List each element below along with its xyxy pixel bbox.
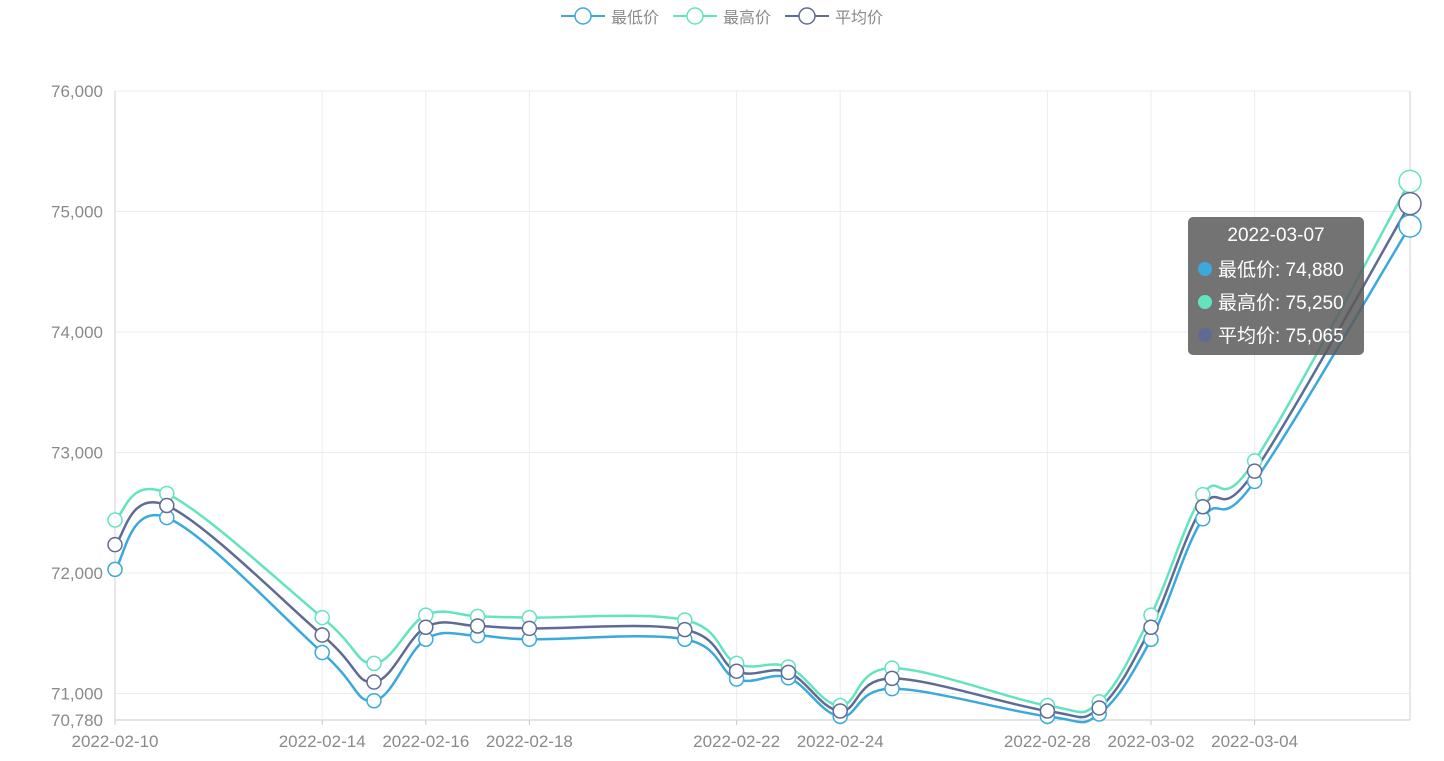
data-point-avg xyxy=(1246,463,1263,479)
data-point-avg xyxy=(677,621,693,638)
data-point-avg xyxy=(469,618,486,634)
tooltip-dot-low xyxy=(1198,261,1212,276)
tooltip-value-high: 最高价: 75,250 xyxy=(1218,293,1344,314)
data-point-avg xyxy=(366,674,382,690)
data-point-low xyxy=(314,644,330,661)
data-point-high xyxy=(107,512,123,528)
data-point-avg xyxy=(107,536,123,553)
data-point-high xyxy=(1398,169,1422,194)
data-point-avg xyxy=(418,619,434,635)
legend-label-high: 最高价 xyxy=(722,10,771,27)
legend-item-high[interactable]: 最高价 xyxy=(672,4,771,28)
data-point-high xyxy=(314,609,330,626)
y-tick-label: 71,000 xyxy=(51,684,103,703)
tooltip-title: 2022-03-07 xyxy=(1227,225,1325,246)
legend-item-low[interactable]: 最低价 xyxy=(560,4,659,28)
tooltip-row-avg: 平均价: 75,065 xyxy=(1198,321,1354,348)
x-tick-label: 2022-02-28 xyxy=(1004,732,1091,751)
data-point-avg xyxy=(780,664,797,681)
y-tick-label: 74,000 xyxy=(51,323,103,342)
data-point-avg xyxy=(314,627,330,643)
x-tick-label: 2022-03-04 xyxy=(1211,732,1298,751)
data-point-low xyxy=(1398,214,1422,238)
legend: 最低价 最高价 平均价 xyxy=(0,4,1444,28)
legend-label-low: 最低价 xyxy=(610,10,659,27)
x-tick-label: 2022-02-22 xyxy=(693,732,780,751)
data-point-high xyxy=(366,655,382,672)
data-point-avg xyxy=(1091,700,1107,716)
x-tick-label: 2022-02-10 xyxy=(72,732,159,751)
tooltip-row-high: 最高价: 75,250 xyxy=(1198,288,1354,315)
tooltip-value-low: 最低价: 74,880 xyxy=(1218,260,1344,281)
y-tick-label: 76,000 xyxy=(51,82,103,101)
data-point-low xyxy=(107,561,123,578)
data-point-avg xyxy=(159,497,175,514)
x-tick-label: 2022-02-16 xyxy=(382,732,469,751)
y-tick-label: 73,000 xyxy=(51,443,103,462)
data-point-avg xyxy=(728,663,745,679)
legend-swatch-avg xyxy=(785,7,829,25)
x-tick-label: 2022-03-02 xyxy=(1108,732,1195,751)
y-tick-label: 72,000 xyxy=(51,564,103,583)
data-point-low xyxy=(366,692,382,709)
x-tick-label: 2022-02-18 xyxy=(486,732,573,751)
data-point-avg xyxy=(1398,191,1422,216)
data-point-avg xyxy=(1143,619,1159,635)
tooltip-dot-avg xyxy=(1198,327,1212,342)
data-tooltip: 2022-03-07 最低价: 74,880 最高价: 75,250 平均价: … xyxy=(1188,217,1364,355)
y-tick-label: 75,000 xyxy=(51,202,103,221)
legend-label-avg: 平均价 xyxy=(835,10,884,27)
data-point-avg xyxy=(521,620,538,637)
data-point-avg xyxy=(832,703,848,719)
legend-swatch-low xyxy=(560,7,605,25)
legend-item-avg[interactable]: 平均价 xyxy=(785,4,883,28)
tooltip-dot-high xyxy=(1198,294,1212,309)
legend-swatch-high xyxy=(672,7,717,25)
tooltip-value-avg: 平均价: 75,065 xyxy=(1218,326,1344,347)
data-point-avg xyxy=(884,670,900,687)
data-point-avg xyxy=(1195,498,1211,515)
x-tick-label: 2022-02-24 xyxy=(797,732,884,751)
tooltip-row-low: 最低价: 74,880 xyxy=(1198,255,1354,282)
data-point-avg xyxy=(1039,703,1056,719)
y-tick-label: 70,780 xyxy=(51,711,103,730)
x-tick-label: 2022-02-14 xyxy=(279,732,366,751)
